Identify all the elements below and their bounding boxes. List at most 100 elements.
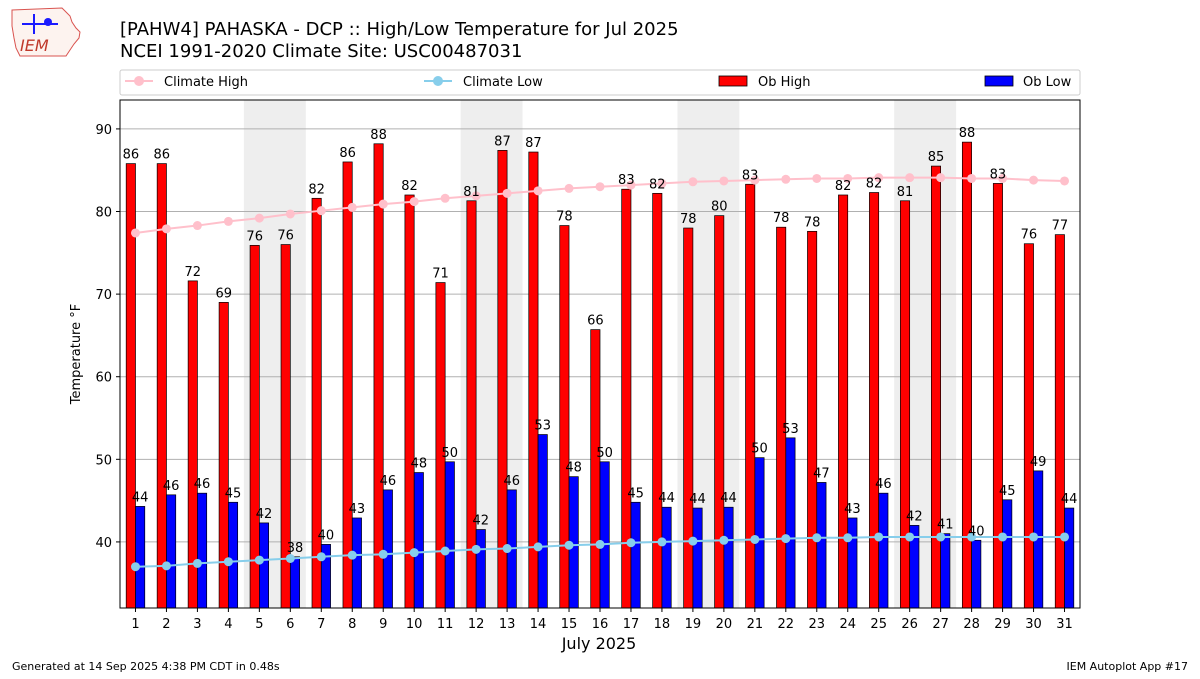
climate-low-point-19 bbox=[688, 536, 698, 546]
climate-low-point-2 bbox=[161, 561, 171, 571]
y-axis-label: Temperature °F bbox=[69, 304, 84, 405]
x-tick-label-4: 4 bbox=[224, 617, 232, 632]
ob-high-bar-29 bbox=[992, 183, 1003, 609]
ob-low-label-19: 44 bbox=[689, 492, 706, 507]
ob-low-bar-4 bbox=[228, 501, 239, 609]
ob-low-bar-27 bbox=[940, 533, 951, 609]
ob-low-bar-29 bbox=[1002, 499, 1013, 609]
ob-low-bar-22 bbox=[785, 437, 796, 609]
climate-low-point-10 bbox=[409, 548, 419, 558]
ob-low-bar-6 bbox=[289, 556, 300, 609]
ob-high-label-29: 83 bbox=[990, 167, 1007, 182]
ob-high-bar-5 bbox=[249, 245, 260, 609]
climate-low-point-22 bbox=[781, 534, 791, 544]
ob-low-label-30: 49 bbox=[1030, 455, 1047, 470]
legend-climate-low-label: Climate Low bbox=[463, 75, 543, 90]
x-tick-label-17: 17 bbox=[623, 617, 640, 632]
ob-high-label-7: 82 bbox=[308, 182, 325, 197]
climate-high-point-26 bbox=[905, 173, 915, 183]
x-tick-label-21: 21 bbox=[747, 617, 764, 632]
ob-low-label-29: 45 bbox=[999, 484, 1016, 499]
footer-app-id: IEM Autoplot App #17 bbox=[1067, 660, 1189, 673]
ob-high-label-22: 78 bbox=[773, 211, 790, 226]
ob-high-label-17: 83 bbox=[618, 173, 635, 188]
y-tick-label-70: 70 bbox=[95, 288, 112, 303]
ob-low-bar-5 bbox=[259, 522, 269, 609]
ob-high-bar-14 bbox=[528, 151, 539, 609]
climate-low-point-8 bbox=[347, 550, 357, 560]
ob-high-bar-30 bbox=[1023, 243, 1034, 609]
climate-low-point-5 bbox=[254, 555, 264, 565]
ob-high-label-13: 87 bbox=[494, 134, 511, 149]
ob-high-label-23: 78 bbox=[804, 215, 821, 230]
ob-low-label-2: 46 bbox=[163, 479, 180, 494]
climate-low-point-1 bbox=[130, 562, 140, 572]
y-tick-label-50: 50 bbox=[95, 453, 112, 468]
climate-low-point-6 bbox=[285, 553, 295, 563]
legend-ob-high-label: Ob High bbox=[758, 75, 811, 90]
ob-low-label-6: 38 bbox=[287, 541, 304, 556]
ob-high-bar-19 bbox=[683, 227, 694, 609]
ob-high-label-18: 82 bbox=[649, 177, 666, 192]
chart-title-line1: [PAHW4] PAHASKA - DCP :: High/Low Temper… bbox=[120, 19, 679, 40]
ob-high-label-11: 71 bbox=[432, 267, 449, 282]
climate-low-point-15 bbox=[564, 540, 574, 550]
climate-low-point-20 bbox=[719, 535, 729, 545]
ob-low-label-11: 50 bbox=[442, 446, 459, 461]
x-tick-label-28: 28 bbox=[963, 617, 980, 632]
climate-high-point-24 bbox=[843, 173, 853, 183]
climate-high-point-25 bbox=[874, 173, 884, 183]
ob-high-label-9: 88 bbox=[370, 128, 387, 143]
ob-low-label-21: 50 bbox=[751, 442, 768, 457]
ob-low-label-5: 42 bbox=[256, 507, 273, 522]
ob-low-label-28: 40 bbox=[968, 524, 985, 539]
chart-title-line2: NCEI 1991-2020 Climate Site: USC00487031 bbox=[120, 41, 522, 62]
ob-high-bar-22 bbox=[776, 226, 787, 609]
x-tick-label-15: 15 bbox=[561, 617, 578, 632]
x-tick-label-5: 5 bbox=[255, 617, 263, 632]
ob-high-label-6: 76 bbox=[277, 229, 294, 244]
climate-low-point-3 bbox=[192, 558, 202, 568]
climate-low-point-31 bbox=[1060, 532, 1070, 542]
ob-low-bar-3 bbox=[197, 492, 208, 609]
ob-low-label-18: 44 bbox=[658, 491, 675, 506]
legend-frame bbox=[119, 69, 1081, 96]
ob-low-bar-11 bbox=[444, 461, 455, 609]
ob-high-label-8: 86 bbox=[339, 146, 356, 161]
ob-high-bar-25 bbox=[869, 192, 880, 609]
ob-high-bar-9 bbox=[373, 143, 384, 609]
x-tick-label-23: 23 bbox=[809, 617, 826, 632]
ob-low-bar-23 bbox=[816, 482, 827, 609]
climate-low-point-18 bbox=[657, 537, 667, 547]
ob-high-label-24: 82 bbox=[835, 179, 852, 194]
ob-low-bar-21 bbox=[754, 457, 765, 609]
ob-low-bar-18 bbox=[661, 506, 672, 609]
climate-low-point-4 bbox=[223, 557, 233, 567]
ob-low-label-27: 41 bbox=[937, 518, 954, 533]
ob-high-bar-23 bbox=[807, 230, 818, 609]
ob-low-label-14: 53 bbox=[534, 419, 551, 434]
ob-low-label-26: 42 bbox=[906, 509, 923, 524]
ob-low-label-17: 45 bbox=[627, 486, 644, 501]
ob-low-bar-16 bbox=[599, 461, 610, 609]
climate-low-point-9 bbox=[378, 549, 388, 559]
ob-low-label-22: 53 bbox=[782, 422, 799, 437]
ob-high-label-3: 72 bbox=[185, 265, 202, 280]
ob-low-label-16: 50 bbox=[596, 446, 613, 461]
ob-high-label-15: 78 bbox=[556, 210, 573, 225]
ob-low-label-7: 40 bbox=[318, 528, 335, 543]
ob-high-label-1: 86 bbox=[123, 148, 140, 163]
ob-low-bar-17 bbox=[630, 501, 641, 609]
ob-high-label-19: 78 bbox=[680, 212, 697, 227]
climate-low-point-17 bbox=[626, 538, 636, 548]
legend-climate-high-marker bbox=[134, 76, 144, 86]
climate-low-point-30 bbox=[1029, 532, 1039, 542]
climate-high-point-2 bbox=[161, 224, 171, 234]
climate-low-point-12 bbox=[471, 544, 481, 554]
legend-climate-low-marker bbox=[433, 76, 443, 86]
climate-high-point-5 bbox=[254, 213, 264, 223]
x-tick-label-11: 11 bbox=[437, 617, 454, 632]
climate-high-point-17 bbox=[626, 180, 636, 190]
ob-high-label-4: 69 bbox=[215, 286, 232, 301]
